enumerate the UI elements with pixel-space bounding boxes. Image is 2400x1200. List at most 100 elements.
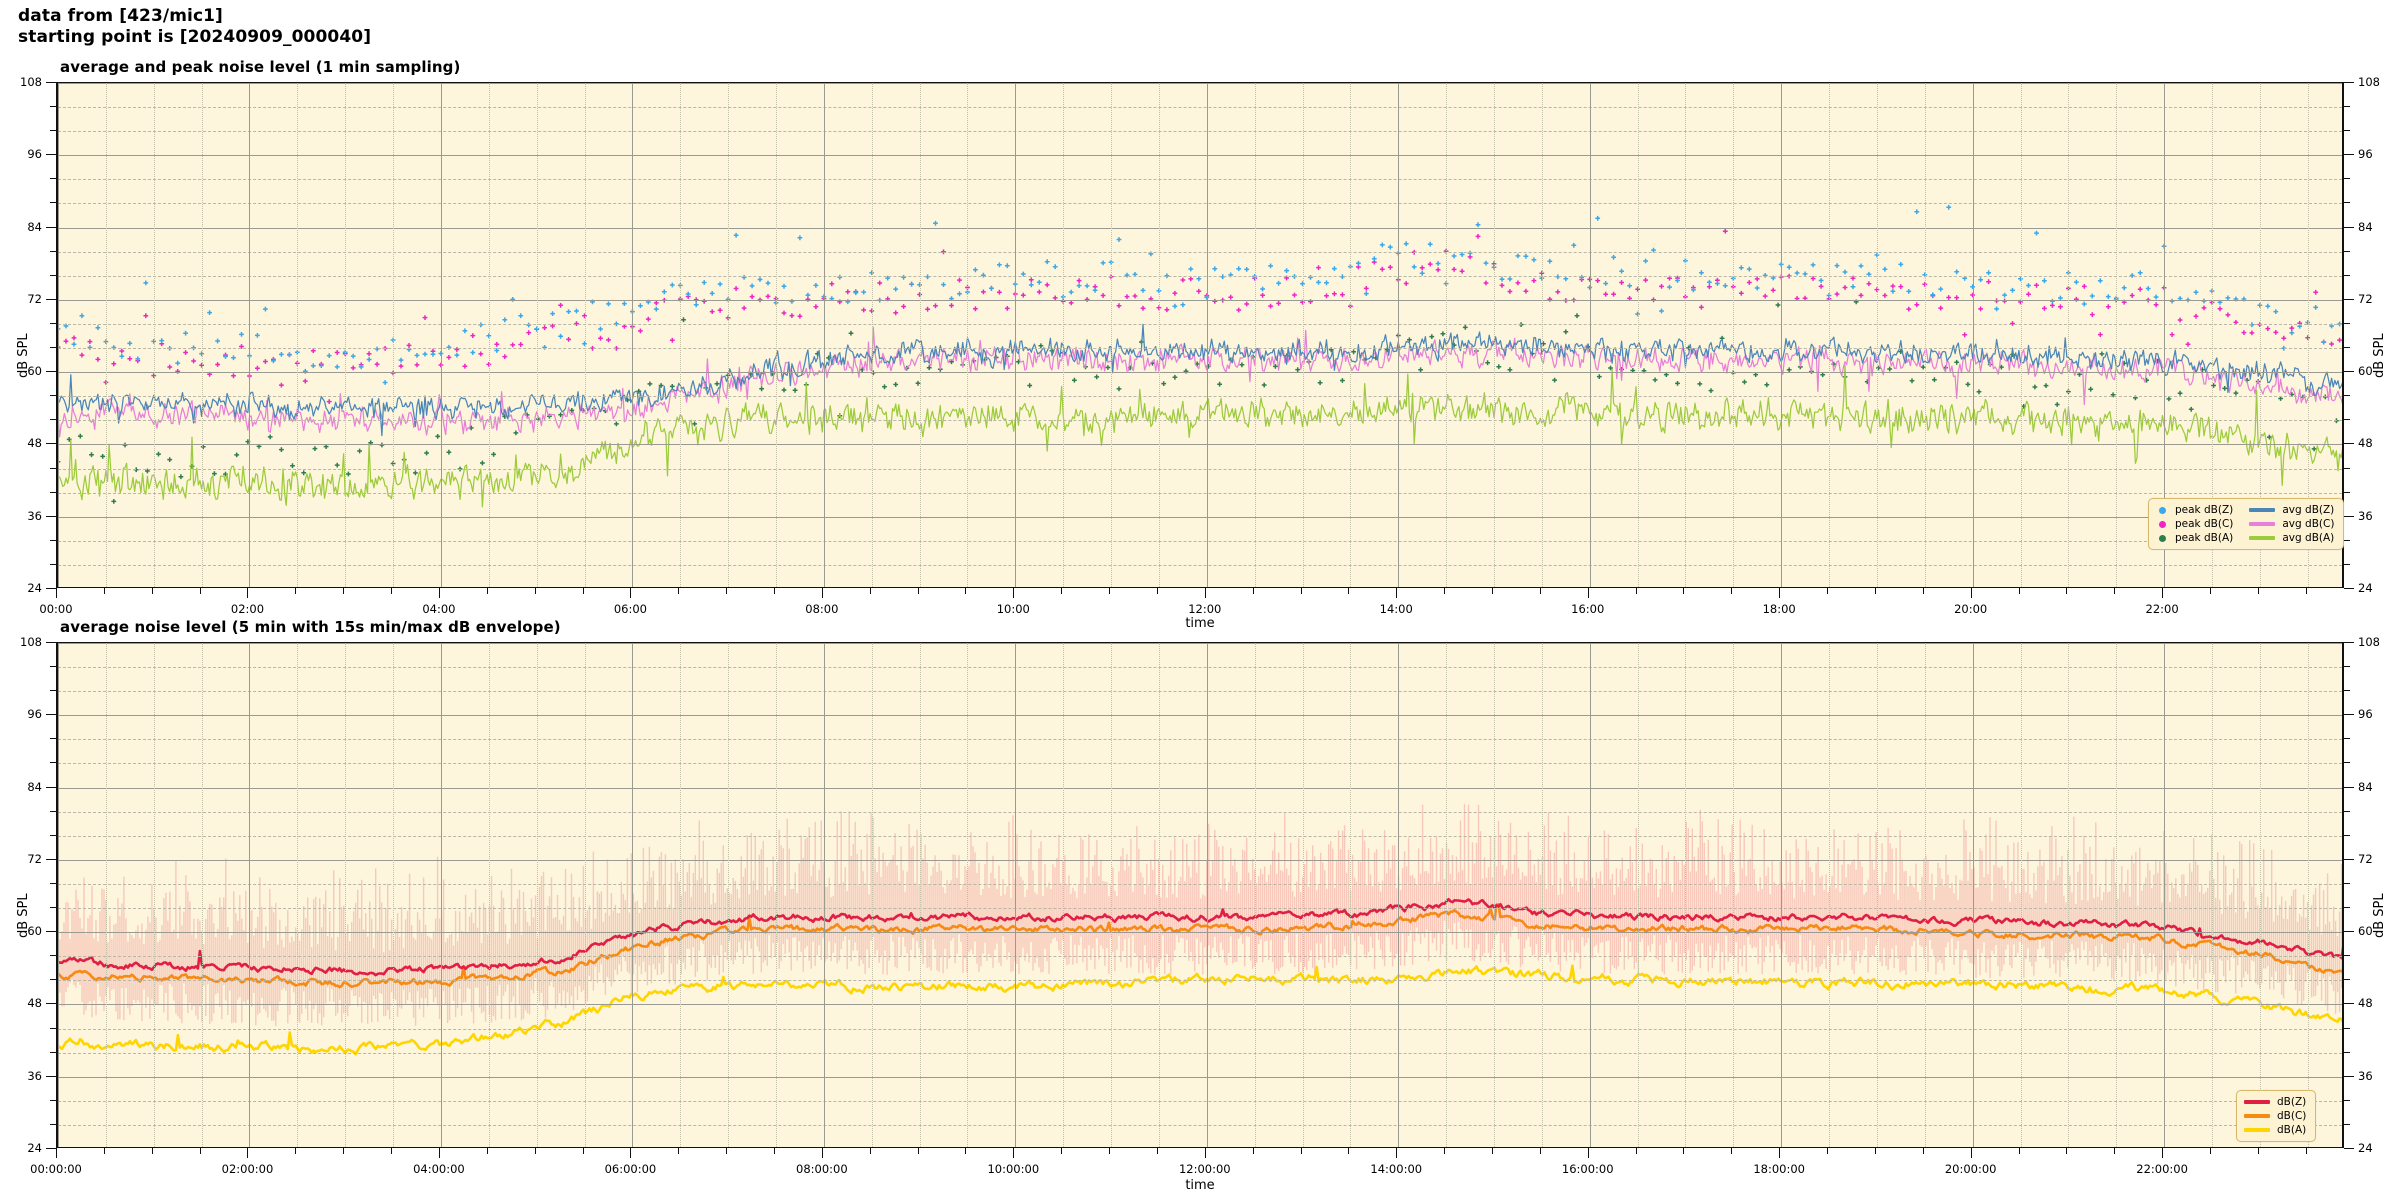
y-tick-mark — [46, 1075, 56, 1077]
y-tick-mark — [2344, 955, 2350, 957]
series-line-dbc — [58, 903, 2342, 989]
x-tick-label: 12:00 — [1188, 602, 1222, 616]
y-tick-mark — [50, 979, 56, 981]
y-tick-label: 36 — [2358, 508, 2373, 523]
y-tick-mark — [2344, 178, 2350, 180]
x-tick-mark — [678, 1148, 680, 1154]
legend-item-avg-z[interactable]: avg dB(Z) — [2249, 504, 2334, 516]
y-tick-mark — [46, 858, 56, 860]
series-line-avgdbc — [58, 326, 2342, 438]
x-tick-mark — [1444, 588, 1446, 594]
y-tick-label: 36 — [2358, 1068, 2373, 1083]
y-tick-label: 108 — [20, 75, 42, 89]
legend-item-dbz[interactable]: dB(Z) — [2244, 1096, 2306, 1108]
y-tick-mark — [2344, 515, 2354, 517]
x-tick-mark — [1683, 588, 1685, 594]
chart-legend-bottom[interactable]: dB(Z) dB(C) dB(A) — [2236, 1090, 2317, 1142]
x-tick-mark — [56, 588, 57, 598]
y-tick-mark — [46, 154, 56, 156]
x-tick-mark — [1156, 1148, 1158, 1154]
y-tick-mark — [2344, 106, 2350, 108]
y-tick-mark — [50, 1099, 56, 1101]
x-tick-mark — [534, 588, 536, 594]
x-tick-mark — [1587, 588, 1589, 598]
series-line-dbz — [58, 897, 2342, 977]
y-tick-mark — [2344, 931, 2354, 933]
x-tick-mark — [726, 1148, 728, 1154]
y-tick-mark — [2344, 563, 2350, 565]
y-tick-label: 96 — [27, 147, 42, 162]
peak-c-marker-icon — [2159, 520, 2166, 528]
y-tick-mark — [50, 834, 56, 836]
y-tick-mark — [2344, 738, 2350, 740]
legend-item-dba[interactable]: dB(A) — [2244, 1124, 2306, 1136]
y-tick-label: 24 — [27, 1141, 42, 1155]
y-tick-label: 108 — [2358, 635, 2380, 649]
y-tick-label: 36 — [27, 508, 42, 523]
y-tick-mark — [46, 714, 56, 716]
x-tick-label: 06:00 — [613, 602, 647, 616]
legend-item-peak-z[interactable]: peak dB(Z) — [2156, 504, 2233, 516]
y-tick-label: 84 — [2358, 219, 2373, 234]
chart-legend-top[interactable]: peak dB(Z) peak dB(C) peak dB(A) avg dB(… — [2148, 498, 2345, 550]
plot-area-top[interactable] — [56, 82, 2344, 588]
x-tick-label: 20:00 — [1954, 602, 1988, 616]
x-tick-mark — [1827, 588, 1829, 594]
legend-label: peak dB(Z) — [2175, 504, 2234, 516]
x-tick-mark — [295, 1148, 297, 1154]
legend-item-dbc[interactable]: dB(C) — [2244, 1110, 2306, 1122]
x-tick-label: 00:00 — [39, 602, 73, 616]
y-tick-mark — [2344, 467, 2350, 469]
y-tick-mark — [2344, 1148, 2354, 1149]
legend-item-peak-c[interactable]: peak dB(C) — [2156, 518, 2233, 530]
x-tick-mark — [199, 588, 201, 594]
peak-scatter-peakdbz — [58, 204, 2342, 385]
x-tick-label: 14:00 — [1379, 602, 1413, 616]
x-tick-mark — [2018, 588, 2020, 594]
peak-a-marker-icon — [2159, 534, 2166, 542]
y-tick-label: 48 — [27, 436, 42, 451]
y-tick-label: 72 — [27, 291, 42, 306]
avg-a-line-icon — [2249, 536, 2276, 540]
x-tick-mark — [534, 1148, 536, 1154]
x-tick-mark — [151, 1148, 153, 1154]
legend-item-peak-a[interactable]: peak dB(A) — [2156, 532, 2233, 544]
y-tick-mark — [50, 395, 56, 397]
y-tick-mark — [2344, 907, 2350, 909]
y-tick-mark — [46, 371, 56, 373]
y-tick-mark — [46, 1148, 56, 1149]
x-tick-mark — [1300, 588, 1302, 594]
x-tick-mark — [391, 588, 393, 594]
y-tick-mark — [50, 419, 56, 421]
x-tick-mark — [1491, 588, 1493, 594]
x-tick-label: 14:00:00 — [1370, 1162, 1423, 1176]
x-tick-label: 04:00:00 — [413, 1162, 465, 1176]
x-tick-mark — [2305, 1148, 2307, 1154]
y-tick-mark — [2344, 347, 2350, 349]
series-line-dba — [58, 964, 2342, 1056]
avg-z-line-icon — [2249, 508, 2276, 512]
y-tick-mark — [50, 202, 56, 204]
y-tick-mark — [46, 786, 56, 788]
x-tick-mark — [1348, 588, 1350, 594]
legend-item-avg-a[interactable]: avg dB(A) — [2249, 532, 2334, 544]
x-tick-mark — [1874, 588, 1876, 594]
x-tick-mark — [630, 1148, 632, 1158]
x-tick-mark — [2209, 1148, 2211, 1154]
y-tick-label: 96 — [27, 707, 42, 722]
plot-area-bottom[interactable] — [56, 642, 2344, 1148]
x-tick-mark — [56, 1148, 57, 1158]
y-tick-label: 48 — [2358, 436, 2373, 451]
y-tick-mark — [46, 443, 56, 445]
y-tick-mark — [2344, 979, 2350, 981]
legend-label: avg dB(A) — [2282, 532, 2335, 544]
legend-label: dB(A) — [2277, 1124, 2307, 1136]
legend-item-avg-c[interactable]: avg dB(C) — [2249, 518, 2334, 530]
y-tick-mark — [2344, 714, 2354, 716]
y-tick-mark — [2344, 395, 2350, 397]
x-tick-mark — [965, 1148, 967, 1154]
x-tick-mark — [486, 588, 488, 594]
x-tick-label: 04:00 — [422, 602, 456, 616]
y-tick-label: 24 — [27, 581, 42, 595]
